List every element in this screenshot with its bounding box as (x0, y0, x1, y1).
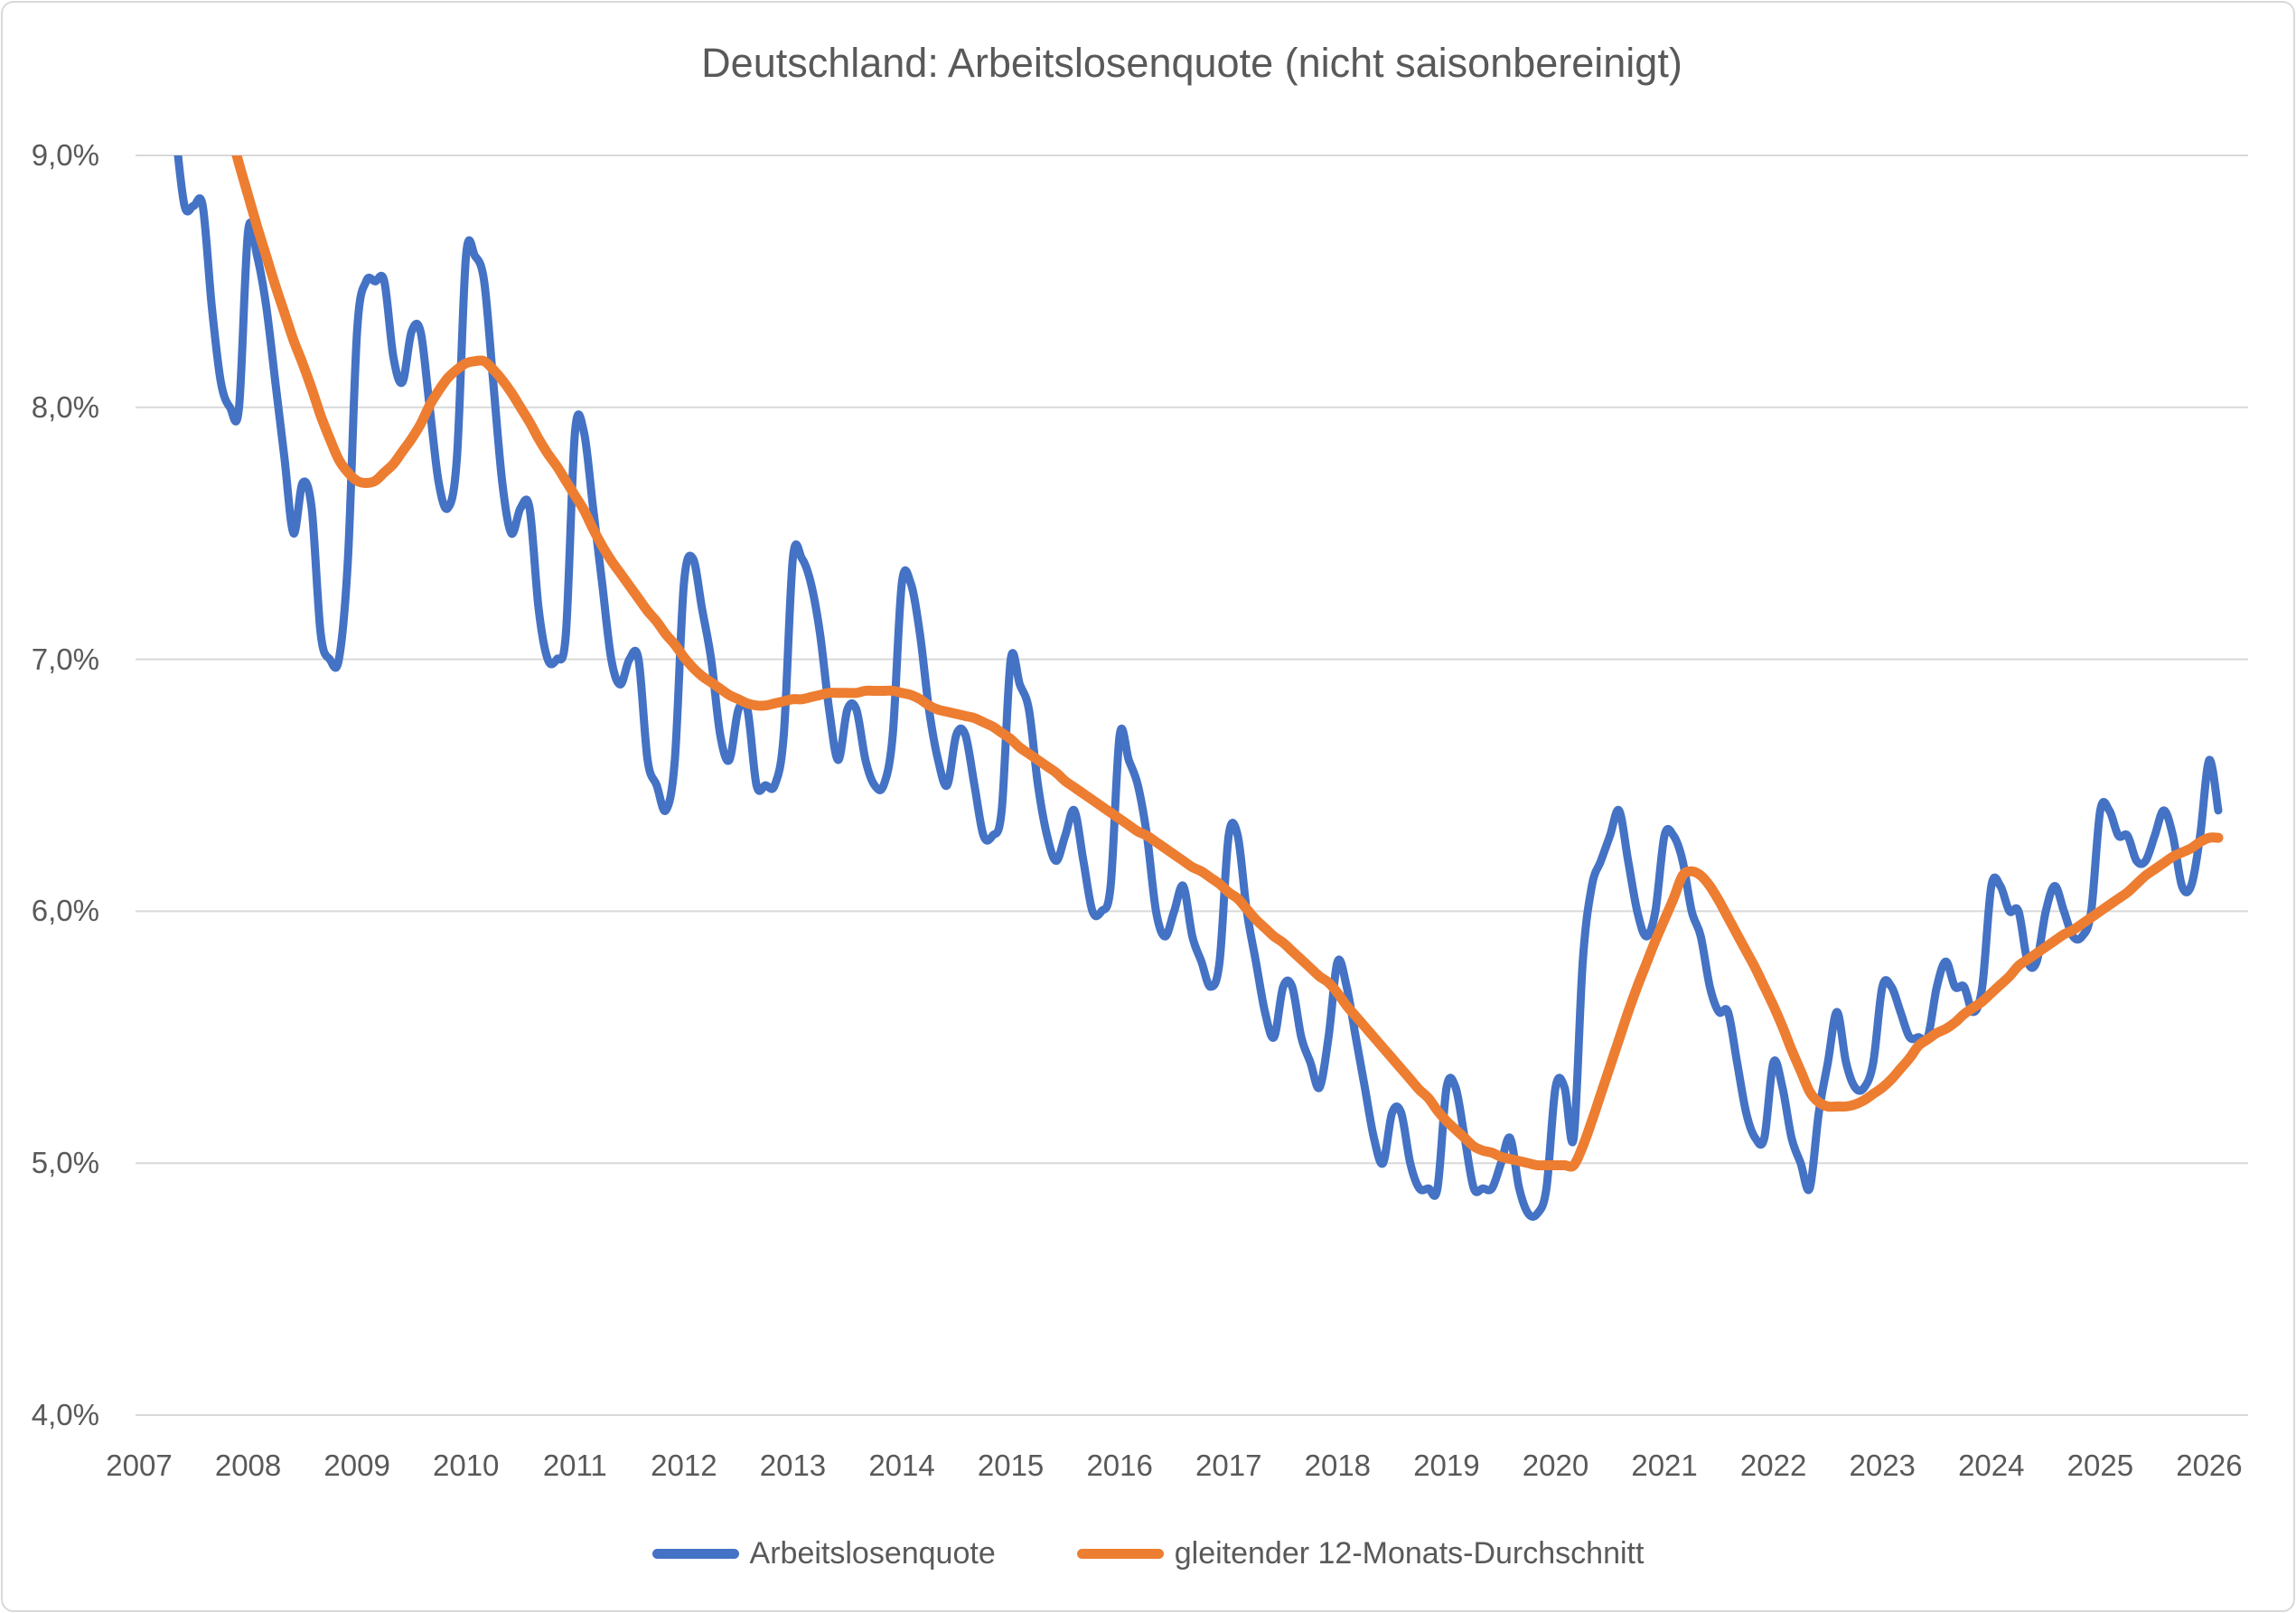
y-axis-label: 4,0% (31, 1398, 99, 1431)
legend-item-arbeitslosenquote: Arbeitslosenquote (651, 1533, 996, 1573)
series-arbeitslosenquote-line (173, 155, 2223, 1221)
x-axis-label: 2016 (1086, 1449, 1153, 1482)
legend-swatch-orange-line-icon (1076, 1548, 1164, 1559)
x-axis-label: 2023 (1849, 1449, 1916, 1482)
legend-swatch-blue-line-icon (651, 1548, 739, 1559)
x-axis-label: 2018 (1304, 1449, 1372, 1482)
x-axis-label: 2025 (2066, 1449, 2134, 1482)
y-axis-label: 9,0% (31, 138, 99, 172)
legend: Arbeitslosenquote gleitender 12-Monats-D… (0, 1533, 2296, 1573)
x-axis-label: 2022 (1739, 1449, 1807, 1482)
legend-label: Arbeitslosenquote (749, 1536, 996, 1571)
x-axis-label: 2010 (433, 1449, 500, 1482)
legend-label: gleitender 12-Monats-Durchschnitt (1174, 1536, 1645, 1571)
chart-title: Deutschland: Arbeitslosenquote (nicht sa… (701, 40, 1682, 86)
gridlines (136, 155, 2248, 1416)
x-axis-label: 2024 (1958, 1449, 2025, 1482)
y-axis-label: 5,0% (31, 1146, 99, 1180)
x-axis-label: 2020 (1522, 1449, 1589, 1482)
x-axis-label: 2012 (651, 1449, 717, 1482)
x-axis-label: 2008 (214, 1449, 282, 1482)
x-axis-label: 2007 (106, 1449, 173, 1482)
series-moving-average-line (231, 155, 2224, 1172)
legend-item-gleitender-durchschnitt: gleitender 12-Monats-Durchschnitt (1076, 1533, 1645, 1573)
y-axis-label: 7,0% (31, 642, 99, 676)
x-axis-label: 2011 (542, 1449, 607, 1482)
x-axis-label: 2015 (977, 1449, 1045, 1482)
y-axis-label: 6,0% (31, 894, 99, 928)
x-axis-label: 2017 (1195, 1449, 1262, 1482)
x-axis-label: 2021 (1631, 1449, 1698, 1482)
x-axis-label: 2013 (759, 1449, 827, 1482)
x-axis-label: 2026 (2176, 1449, 2243, 1482)
x-axis-label: 2019 (1413, 1449, 1480, 1482)
y-axis-label: 8,0% (31, 389, 99, 424)
x-axis-label: 2009 (323, 1449, 390, 1482)
x-axis-label: 2014 (868, 1449, 935, 1482)
